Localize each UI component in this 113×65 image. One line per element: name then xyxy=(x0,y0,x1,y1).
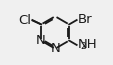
Text: Cl: Cl xyxy=(18,14,31,27)
Text: 2: 2 xyxy=(80,42,85,51)
Text: Br: Br xyxy=(77,13,91,26)
Text: N: N xyxy=(50,42,59,55)
Text: NH: NH xyxy=(77,38,96,51)
Text: N: N xyxy=(36,34,46,47)
